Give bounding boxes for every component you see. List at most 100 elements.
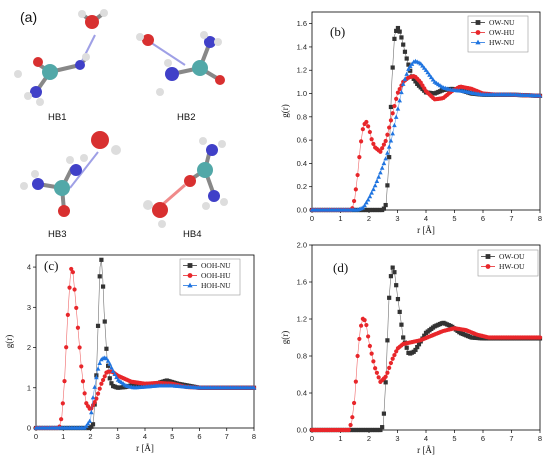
data-point (371, 186, 376, 192)
data-point (402, 76, 408, 81)
x-tick-label: 3 (395, 434, 399, 443)
panel-label: (d) (333, 260, 348, 275)
y-axis-label: g(r) (280, 104, 290, 118)
data-point (369, 137, 374, 142)
data-point (107, 361, 113, 366)
data-point (411, 76, 416, 81)
data-point (364, 322, 369, 328)
x-tick-label: 0 (310, 214, 314, 223)
y-tick-label: 0.4 (297, 389, 307, 398)
data-point (95, 366, 101, 371)
data-point (59, 417, 64, 422)
x-tick-label: 1 (338, 434, 342, 443)
data-point (89, 410, 94, 415)
x-tick-label: 6 (481, 434, 485, 443)
x-tick-label: 5 (452, 214, 456, 223)
data-point (390, 131, 395, 136)
legend-marker (485, 254, 491, 259)
data-point (351, 400, 357, 406)
data-point (102, 319, 107, 324)
data-point (430, 77, 436, 82)
data-point (369, 351, 374, 356)
data-point (385, 370, 390, 375)
legend-marker (475, 39, 481, 45)
data-point (383, 202, 388, 208)
data-point (378, 170, 383, 175)
data-point (82, 391, 87, 396)
data-point (393, 114, 399, 119)
data-point (404, 56, 409, 61)
data-point (92, 400, 97, 405)
data-point (392, 352, 397, 358)
data-point (99, 257, 104, 262)
data-point (392, 103, 397, 109)
x-tick-label: 1 (338, 214, 342, 223)
data-point (64, 345, 69, 350)
data-point (423, 67, 429, 72)
series-hoh-nu (33, 355, 257, 430)
data-point (401, 42, 406, 47)
y-tick-label: 1.4 (297, 42, 307, 51)
data-point (413, 79, 418, 84)
legend-marker (187, 282, 193, 288)
data-point (387, 125, 392, 130)
data-point (387, 155, 392, 160)
data-point (428, 74, 434, 80)
data-point (90, 395, 96, 400)
y-tick-label: 1.2 (297, 315, 307, 324)
data-point (392, 122, 397, 128)
data-point (394, 96, 399, 102)
data-point (383, 380, 388, 385)
data-point (102, 374, 107, 379)
data-point (395, 90, 401, 95)
y-tick-label: 0.6 (297, 136, 307, 145)
data-point (376, 375, 381, 380)
series-line (312, 26, 541, 211)
data-point (114, 374, 119, 380)
data-point (537, 335, 543, 340)
data-point (94, 396, 99, 401)
data-point (100, 284, 106, 289)
series-line (312, 265, 540, 431)
data-point (109, 381, 114, 386)
data-point (369, 190, 374, 195)
data-point (371, 141, 376, 146)
data-point (362, 318, 367, 323)
data-point (388, 360, 394, 366)
legend-entry: HW-NU (489, 38, 515, 47)
data-point (397, 86, 402, 92)
data-point (83, 423, 89, 428)
data-point (387, 295, 392, 300)
series-ow-ou (309, 265, 543, 433)
data-point (360, 127, 365, 132)
data-point (401, 335, 406, 340)
data-point (395, 296, 401, 302)
series-line (312, 60, 541, 211)
data-point (87, 418, 92, 423)
x-tick-label: 3 (116, 432, 120, 441)
x-tick-label: 2 (88, 432, 92, 441)
x-axis-label: r [Å] (417, 225, 435, 235)
data-point (366, 334, 371, 339)
data-point (383, 156, 388, 161)
data-point (366, 124, 371, 129)
data-point (372, 183, 378, 188)
panel-label: (b) (330, 24, 345, 39)
data-point (418, 61, 424, 66)
legend-entry: OOH-NU (201, 261, 231, 270)
y-tick-label: 1 (27, 383, 31, 392)
data-point (77, 345, 82, 350)
series-line (36, 357, 254, 429)
data-point (350, 415, 355, 420)
series-hw-ou (309, 316, 543, 433)
data-point (425, 70, 431, 75)
x-tick-label: 3 (395, 214, 399, 223)
data-point (395, 106, 401, 111)
data-point (383, 374, 388, 379)
data-point (97, 274, 102, 279)
data-point (109, 365, 114, 370)
legend-entry: HOH-NU (201, 281, 231, 290)
data-point (388, 138, 394, 143)
data-point (97, 360, 103, 365)
